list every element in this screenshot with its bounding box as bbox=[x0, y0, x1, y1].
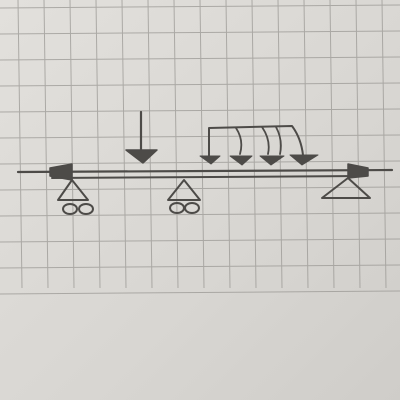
middle-roller-support bbox=[167, 179, 201, 214]
load-arrow-head bbox=[229, 155, 253, 166]
grid-horizontal-line bbox=[0, 82, 400, 87]
beam-bottom-line bbox=[51, 175, 363, 179]
grid-vertical-line bbox=[147, 0, 153, 289]
load-arrow-head bbox=[289, 154, 319, 166]
grid-horizontal-line bbox=[0, 134, 400, 139]
point-load-arrowhead bbox=[125, 149, 158, 164]
grid-vertical-line bbox=[69, 0, 75, 289]
distributed-load-outline bbox=[208, 125, 304, 157]
grid-vertical-line bbox=[17, 0, 23, 289]
load-arrow-stem bbox=[235, 127, 243, 155]
roller-wheel bbox=[62, 203, 78, 215]
beam-top-line bbox=[16, 168, 394, 174]
beam bbox=[16, 168, 394, 179]
grid-vertical-line bbox=[355, 0, 361, 289]
grid-vertical-line bbox=[381, 0, 387, 289]
grid-horizontal-line bbox=[0, 56, 400, 61]
grid-horizontal-line bbox=[0, 212, 400, 217]
grid-horizontal-line bbox=[0, 264, 400, 269]
grid-horizontal-line bbox=[0, 4, 400, 9]
support-triangle bbox=[167, 179, 201, 201]
load-arrow-stem bbox=[275, 126, 282, 155]
load-arrow-head bbox=[259, 155, 285, 166]
roller-wheel bbox=[78, 203, 94, 215]
supports bbox=[57, 177, 371, 215]
point-load bbox=[125, 110, 158, 164]
support-triangle bbox=[321, 177, 371, 199]
end-arrows bbox=[49, 163, 369, 181]
support-triangle bbox=[57, 179, 89, 201]
grid-horizontal-line bbox=[0, 108, 400, 113]
distributed-load bbox=[199, 125, 319, 166]
roller-wheel bbox=[184, 202, 200, 214]
grid-horizontal-line bbox=[0, 186, 400, 191]
right-pin-support bbox=[321, 177, 371, 199]
grid-vertical-line bbox=[173, 0, 179, 289]
grid-vertical-line bbox=[121, 0, 127, 289]
grid-horizontal-line bbox=[0, 290, 400, 295]
left-roller-support bbox=[57, 179, 94, 215]
grid-horizontal-line bbox=[0, 238, 400, 243]
load-arrow-head bbox=[199, 155, 221, 165]
right-end-arrow bbox=[347, 163, 369, 179]
grid-horizontal-line bbox=[0, 30, 400, 35]
grid-vertical-line bbox=[95, 0, 101, 289]
grid-vertical-line bbox=[43, 0, 49, 289]
load-arrow-stem bbox=[261, 126, 270, 155]
grid-horizontal-line bbox=[0, 160, 400, 165]
